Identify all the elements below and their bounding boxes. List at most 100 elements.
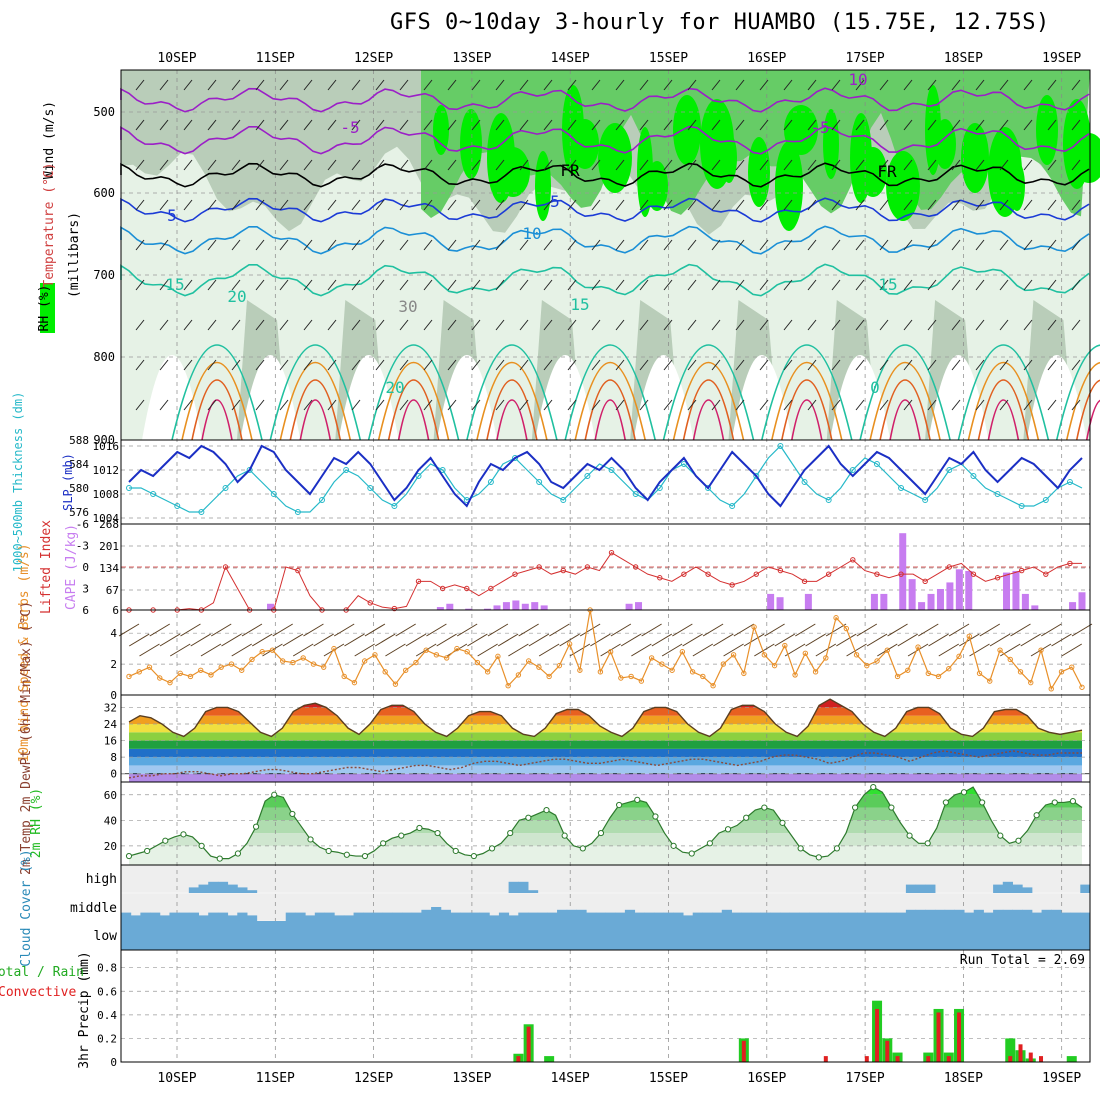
wind-speed-point bbox=[495, 653, 501, 660]
upper-wind-barb bbox=[831, 319, 841, 331]
cloud-cover-cell bbox=[498, 912, 510, 921]
precip-ytick-label: 0.6 bbox=[97, 985, 117, 998]
rh-high-cell bbox=[1072, 133, 1100, 183]
upper-wind-barb bbox=[591, 159, 601, 171]
temp-ytick-label: 32 bbox=[104, 701, 117, 714]
cloud-cover-cell bbox=[295, 921, 306, 950]
upper-wind-barb bbox=[255, 399, 265, 411]
upper-wind-barb bbox=[639, 79, 649, 91]
precip-convective-bar bbox=[516, 1056, 521, 1062]
run-total-label: Run Total = 2.69 bbox=[960, 953, 1085, 968]
wind-barb bbox=[180, 623, 201, 637]
wind-barb bbox=[149, 623, 170, 637]
cloud-cover-cell bbox=[537, 921, 548, 950]
upper-wind-barb bbox=[543, 199, 553, 211]
date-label-bottom: 15SEP bbox=[649, 1071, 688, 1086]
lifted-index-point bbox=[632, 564, 639, 570]
rh-color-band bbox=[129, 807, 1082, 821]
upper-wind-barb bbox=[567, 159, 577, 171]
upper-wind-barb bbox=[999, 239, 1009, 251]
cloud-cover-cell bbox=[905, 884, 917, 893]
wind-barb bbox=[620, 633, 642, 647]
upper-wind-barb bbox=[231, 159, 241, 171]
upper-wind-barb bbox=[807, 159, 817, 171]
cape-bar bbox=[493, 605, 501, 610]
cloud-cover-cell bbox=[372, 921, 384, 950]
wind-speed-point bbox=[208, 672, 214, 678]
cloud-cover-cell bbox=[256, 921, 267, 950]
rh-2m-point bbox=[670, 842, 677, 849]
precip-convective-bar bbox=[526, 1026, 531, 1062]
rh-2m-point bbox=[779, 819, 786, 826]
contour-diurnal-arch bbox=[191, 379, 243, 441]
cape-bar bbox=[965, 570, 973, 610]
wind-barb bbox=[169, 643, 191, 657]
upper-wind-barb bbox=[303, 359, 313, 371]
upper-ytick-label: 600 bbox=[93, 186, 115, 200]
wind-barb bbox=[456, 623, 478, 637]
thickness-ytick-label: 584 bbox=[69, 458, 89, 471]
upper-wind-barb bbox=[927, 159, 937, 171]
wind-speed-point bbox=[341, 673, 347, 680]
upper-wind-barb bbox=[831, 399, 841, 411]
wind-barb bbox=[805, 633, 826, 647]
upper-wind-barb bbox=[423, 239, 433, 251]
cape-ytick-label: 6 bbox=[112, 604, 119, 617]
wind-barb bbox=[190, 633, 211, 647]
contour-diurnal-arch bbox=[486, 379, 538, 441]
upper-wind-barb bbox=[375, 279, 385, 291]
rh-2m-point bbox=[234, 850, 242, 857]
cloud-cover-cell bbox=[440, 909, 451, 921]
wind-barb bbox=[364, 623, 386, 637]
cloud-cover-cell bbox=[808, 921, 820, 950]
rh-2m-point bbox=[761, 804, 768, 811]
upper-wind-barb bbox=[639, 319, 649, 331]
upper-wind-barb bbox=[927, 119, 937, 131]
lifted-index-point bbox=[391, 605, 398, 612]
wind-barb bbox=[764, 623, 785, 637]
upper-wind-barb bbox=[711, 279, 721, 291]
rh-2m-point bbox=[325, 847, 332, 855]
cloud-cover-cell bbox=[934, 909, 946, 921]
cloud-cover-cell bbox=[799, 921, 810, 950]
upper-wind-barb bbox=[423, 159, 433, 171]
upper-wind-barb bbox=[783, 199, 793, 211]
upper-wind-barb bbox=[351, 399, 361, 411]
thickness-point bbox=[584, 473, 591, 479]
wind-barb bbox=[508, 643, 529, 657]
contour-m10 bbox=[120, 87, 1090, 113]
li-ytick-label: 0 bbox=[82, 561, 89, 574]
precip-convective-bar bbox=[1028, 1052, 1033, 1062]
rh-2m-point bbox=[343, 851, 350, 858]
thickness-point bbox=[898, 485, 905, 491]
upper-wind-barb bbox=[855, 279, 865, 291]
wind-barb bbox=[713, 633, 734, 647]
wind-barb bbox=[426, 623, 447, 637]
cape-bar bbox=[635, 602, 643, 610]
ylabel-rh: RH (%) bbox=[37, 285, 52, 332]
li-ytick-label: -6 bbox=[76, 518, 89, 531]
rh-ytick-label: 20 bbox=[104, 840, 117, 853]
cloud-cover-cell bbox=[372, 912, 384, 921]
wind-speed-point bbox=[1058, 669, 1065, 675]
contour-diurnal-arch bbox=[201, 399, 233, 441]
cloud-cover-cell bbox=[683, 921, 694, 950]
wind-barb bbox=[723, 643, 744, 657]
cloud-cover-cell bbox=[905, 921, 917, 950]
contour-diurnal-arch bbox=[1075, 379, 1100, 441]
cloud-cover-cell bbox=[431, 921, 442, 950]
cloud-cover-cell bbox=[721, 909, 732, 921]
precip-convective-bar bbox=[823, 1056, 828, 1062]
cloud-cover-cell bbox=[828, 912, 839, 921]
upper-wind-barb bbox=[951, 119, 961, 131]
thickness-point bbox=[680, 461, 687, 467]
cloud-cover-cell bbox=[983, 921, 994, 950]
wind-barb bbox=[702, 623, 724, 637]
temp-color-band bbox=[129, 765, 1082, 774]
upper-wind-barb bbox=[447, 399, 457, 411]
wind-speed-point bbox=[239, 667, 245, 673]
precip-convective-bar bbox=[1008, 1056, 1013, 1062]
upper-wind-barb bbox=[375, 199, 385, 211]
cloud-cover-cell bbox=[479, 921, 490, 950]
upper-wind-barb bbox=[687, 79, 697, 91]
